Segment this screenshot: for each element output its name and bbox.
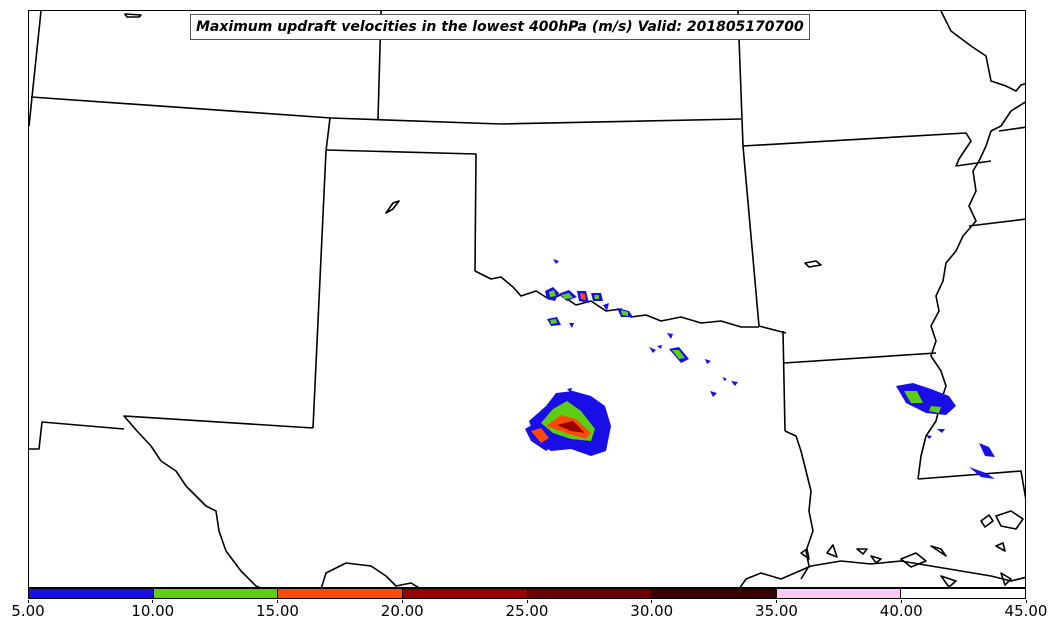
colorbar-tick-label: 35.00	[755, 602, 798, 620]
storm-cell-small-11	[937, 429, 945, 433]
colorbar-tick-label: 45.00	[1004, 602, 1048, 620]
storm-cell-small-5	[649, 347, 656, 353]
state-boundary-nv-ut	[29, 11, 42, 127]
state-boundary-la-ar	[783, 352, 937, 364]
colorbar-tick-mark	[651, 600, 653, 603]
lake-2	[804, 260, 822, 268]
state-boundary-mo-ar	[968, 218, 1025, 227]
colorbar-tick-label: 10.00	[131, 602, 175, 620]
coast-island-3	[995, 542, 1006, 552]
colorbar-tick-mark	[900, 600, 902, 603]
state-boundary-tx-la	[782, 330, 786, 432]
coast-island-6	[870, 555, 882, 564]
colorbar-tick-mark	[27, 600, 29, 603]
rio-grande	[136, 430, 261, 587]
lake-3	[124, 13, 142, 18]
storm-cell-small-1	[553, 259, 559, 264]
colorbar-segment	[652, 589, 777, 598]
storm-cell-small-12	[926, 435, 932, 439]
storm-cell-small-3	[569, 323, 574, 328]
colorbar-segment	[402, 589, 528, 598]
colorbar-tick-label: 15.00	[256, 602, 299, 620]
colorbar-ticks: 5.00 10.00 15.00 20.00 25.00 30.00 35.00 40.00 4…	[0, 600, 1060, 630]
storm-cell-south-ms	[979, 443, 995, 457]
map-frame	[28, 10, 1026, 588]
colorbar-segment	[527, 589, 653, 598]
state-boundary-la-south	[917, 470, 1025, 500]
colorbar-tick-mark	[401, 600, 403, 603]
lake-1	[385, 200, 400, 214]
state-boundary-north-line	[30, 96, 742, 125]
storm-cell-small-10	[723, 377, 727, 381]
storm-cell-la-ms	[896, 383, 956, 415]
storm-cell-small-2	[603, 303, 609, 311]
gulf-coast	[320, 560, 1025, 587]
colorbar-segment	[901, 589, 1025, 598]
coast-island-11	[1000, 572, 1012, 586]
coast-island-10	[940, 575, 957, 587]
colorbar-tick-mark	[277, 600, 278, 603]
state-boundary-az-mx	[29, 421, 125, 450]
state-boundary-red-river	[474, 270, 759, 328]
colorbar-segment	[29, 589, 154, 598]
state-boundary-ok-ar	[742, 145, 760, 327]
coast-island-4	[930, 545, 947, 557]
storm-cell-south-la	[969, 467, 995, 479]
state-boundary-nm-west	[312, 150, 327, 429]
colorbar-tick-mark	[526, 600, 528, 603]
storm-cell-small-13	[567, 388, 572, 393]
colorbar-tick-label: 20.00	[380, 602, 424, 620]
colorbar-segment	[153, 589, 279, 598]
state-boundary-ar-la-line	[758, 325, 787, 334]
storm-cell-small-7	[705, 359, 711, 364]
colorbar-tick-label: 40.00	[879, 602, 923, 620]
coast-island-9	[800, 548, 810, 560]
state-boundary-ks-mo	[742, 132, 992, 167]
coast-island-8	[826, 544, 838, 558]
coast-island-2	[995, 510, 1024, 530]
map-canvas	[29, 11, 1025, 587]
colorbar-segment	[278, 589, 403, 598]
storm-cell-small-9	[710, 391, 717, 397]
coast-island-7	[856, 548, 868, 555]
colorbar-tick-mark	[776, 600, 777, 603]
map-title: Maximum updraft velocities in the lowest…	[190, 14, 810, 40]
state-boundary-ms-al	[998, 126, 1025, 132]
storm-cell-small-6	[657, 345, 662, 349]
coast-island-1	[980, 514, 994, 528]
colorbar-tick-label: 30.00	[630, 602, 674, 620]
colorbar-tick-label: 5.00	[11, 602, 45, 620]
colorbar-tick-label: 25.00	[505, 602, 549, 620]
coast-island-5	[900, 552, 927, 568]
storm-cell-small-8	[731, 381, 738, 386]
colorbar-tick-mark	[1025, 600, 1027, 603]
storm-cell-small-4	[667, 333, 673, 339]
colorbar	[28, 588, 1026, 599]
state-boundary-ok-top	[325, 149, 477, 272]
state-boundary-ut-co	[325, 117, 331, 152]
colorbar-tick-mark	[152, 600, 154, 603]
state-boundary-nm-south	[123, 415, 314, 432]
colorbar-segment	[776, 589, 902, 598]
